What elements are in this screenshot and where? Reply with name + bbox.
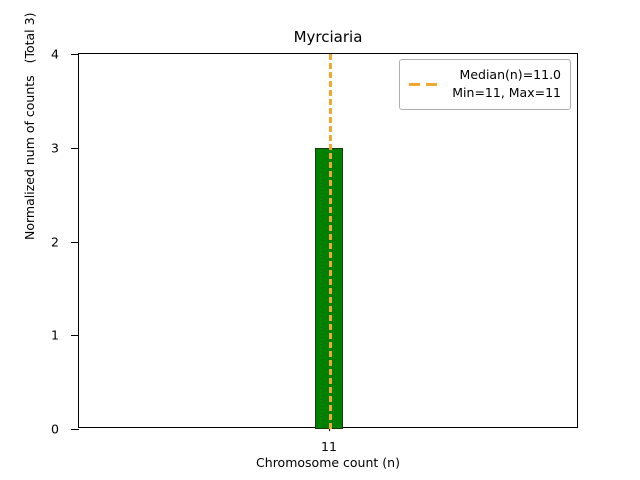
y-tick-mark: 3 <box>51 140 79 155</box>
y-tick-mark: 1 <box>51 328 79 343</box>
plot-area: 0 1 2 3 4 11 Median(n)=11.0 Min=11, Max=11 <box>51 47 578 454</box>
y-tick-label: 4 <box>51 46 59 62</box>
y-tick-label: 1 <box>51 327 59 343</box>
legend-label-median: Median(n)=11.0 <box>459 67 561 82</box>
x-tick-mark: 11 <box>321 427 337 454</box>
legend-labels: Median(n)=11.0 Min=11, Max=11 <box>452 66 561 102</box>
legend: Median(n)=11.0 Min=11, Max=11 <box>399 59 571 111</box>
y-tick-label: 3 <box>51 140 59 156</box>
dashed-line-icon <box>409 82 444 86</box>
legend-row: Median(n)=11.0 Min=11, Max=11 <box>409 66 561 102</box>
median-line <box>329 54 332 429</box>
y-tick-mark: 0 <box>51 422 79 437</box>
y-tick-mark: 2 <box>51 234 79 249</box>
y-tick-mark: 4 <box>51 47 79 62</box>
y-tick-label: 0 <box>51 421 59 437</box>
x-axis-label: Chromosome count (n) <box>256 455 400 470</box>
x-tick-label: 11 <box>321 439 337 454</box>
legend-label-minmax: Min=11, Max=11 <box>452 85 561 101</box>
y-tick-label: 2 <box>51 234 59 249</box>
chart-title: Myrciaria <box>293 28 363 46</box>
y-axis-label: Normalized num of counts (Total 3) <box>22 12 37 240</box>
